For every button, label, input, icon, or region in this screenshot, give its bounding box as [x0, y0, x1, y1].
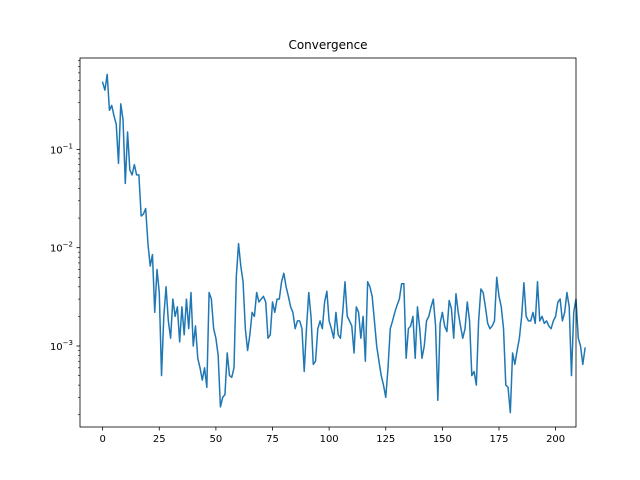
x-tick-label: 200 — [546, 434, 565, 445]
x-tick-label: 25 — [153, 434, 166, 445]
series-layer — [101, 73, 586, 414]
y-axis: 10−1 10−2 10−3 — [50, 60, 80, 416]
x-tick-label: 175 — [489, 434, 508, 445]
series-line-0 — [101, 73, 586, 414]
x-tick-label: 75 — [266, 434, 279, 445]
chart-title: Convergence — [288, 38, 367, 52]
x-tick-label: 50 — [210, 434, 223, 445]
x-tick-label: 125 — [376, 434, 395, 445]
y-tick-label: 10−3 — [50, 339, 73, 353]
y-tick-label: 10−2 — [50, 241, 73, 255]
x-tick-label: 150 — [433, 434, 452, 445]
x-axis: 0 25 50 75 100 125 150 175 200 — [99, 427, 565, 445]
axes-frame — [79, 57, 577, 428]
plot-area — [79, 57, 586, 428]
x-tick-label: 0 — [99, 434, 105, 445]
y-tick-label: 10−1 — [50, 142, 73, 156]
plot-area-background — [80, 58, 576, 427]
x-tick-label: 100 — [320, 434, 339, 445]
